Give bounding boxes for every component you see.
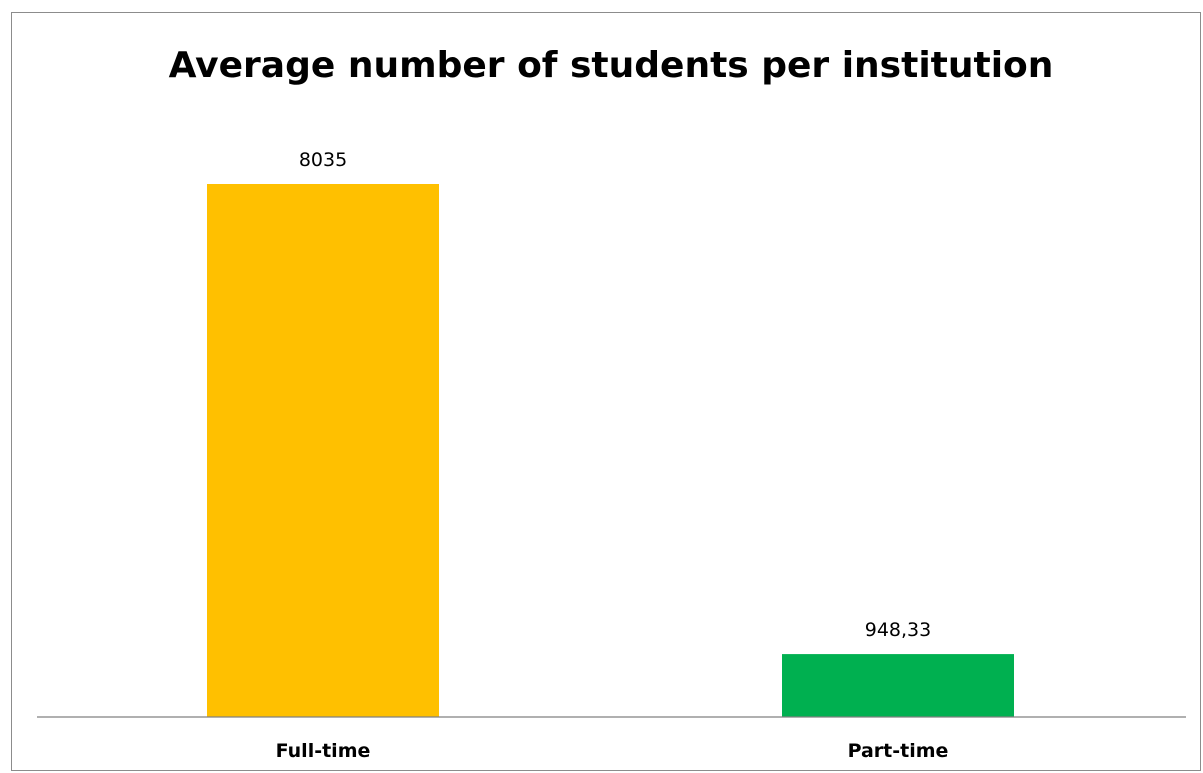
category-label-part-time: Part-time (848, 740, 949, 762)
bars-group: 8035 Full-time 948,33 Part-time (207, 149, 1014, 762)
chart-title: Average number of students per instituti… (169, 45, 1054, 86)
category-label-full-time: Full-time (276, 740, 371, 762)
data-label-full-time: 8035 (299, 149, 347, 171)
data-label-part-time: 948,33 (865, 619, 931, 641)
bar-part-time (782, 654, 1014, 717)
bar-full-time (207, 184, 439, 717)
